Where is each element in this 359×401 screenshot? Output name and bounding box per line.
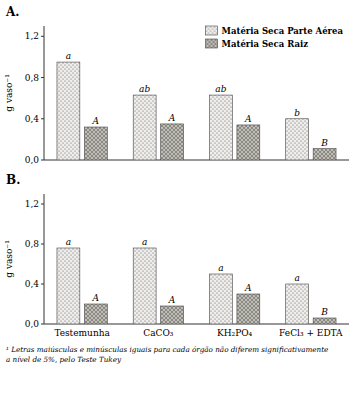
figure: A. g vaso⁻¹ 0,0 0,4 0,8 1,2 a ab ab b A A A B Matéria … <box>0 0 359 401</box>
y-tick <box>41 284 44 285</box>
y-tick-label: 0,8 <box>25 239 40 249</box>
y-axis-label: g vaso⁻¹ <box>4 74 14 111</box>
bar-annotation: A <box>92 293 100 303</box>
x-tick-label: KH₂PO₄ <box>217 328 253 338</box>
y-tick <box>41 324 44 325</box>
bar <box>313 318 336 324</box>
bar-annotation: ab <box>139 84 150 94</box>
bar <box>133 248 156 324</box>
bar-annotation: A <box>168 295 176 305</box>
bar <box>313 149 336 160</box>
y-tick <box>41 244 44 245</box>
bars <box>57 248 336 324</box>
bar-annotation: a <box>66 237 71 247</box>
y-axis-label: g vaso⁻¹ <box>4 240 14 277</box>
bar <box>57 248 80 324</box>
y-axis-line <box>44 194 45 324</box>
bar-annotation: b <box>294 108 300 118</box>
y-axis-line <box>44 26 45 160</box>
bar-annotation: ab <box>215 84 226 94</box>
legend-label: Matéria Seca Parte Aérea <box>222 26 344 36</box>
legend-label: Matéria Seca Raiz <box>222 39 309 49</box>
bar <box>57 62 80 160</box>
y-tick-label: 0,8 <box>25 73 40 83</box>
bar-annotation: A <box>92 116 100 126</box>
bar <box>84 304 107 324</box>
y-tick-label: 1,2 <box>25 199 39 209</box>
y-tick-label: 1,2 <box>25 31 39 41</box>
panel: A. g vaso⁻¹ 0,0 0,4 0,8 1,2 a ab ab b A A A B Matéria … <box>4 5 349 165</box>
bar <box>237 125 260 160</box>
y-tick <box>41 160 44 161</box>
legend-background <box>202 22 347 52</box>
bar <box>209 274 232 324</box>
footnote: ¹ Letras maiúsculas e minúsculas iguais … <box>6 345 328 364</box>
bar-annotation: A <box>244 114 252 124</box>
legend-swatch <box>206 26 218 35</box>
bar-annotations: a ab ab b A A A B <box>66 51 329 148</box>
y-tick <box>41 36 44 37</box>
bar-annotation: A <box>244 283 252 293</box>
y-tick-label: 0,0 <box>25 319 40 329</box>
y-tick <box>41 77 44 78</box>
bar <box>286 284 309 324</box>
bar-annotation: a <box>294 273 299 283</box>
bar <box>84 127 107 160</box>
bar <box>237 294 260 324</box>
bar <box>209 95 232 160</box>
x-tick-label: Testemunha <box>54 328 110 338</box>
y-tick <box>41 118 44 119</box>
y-tick <box>41 204 44 205</box>
x-tick-label: FeCl₃ + EDTA <box>279 328 343 338</box>
y-tick-label: 0,0 <box>25 155 40 165</box>
bar <box>133 95 156 160</box>
y-tick-label: 0,4 <box>25 114 40 124</box>
legend: Matéria Seca Parte Aérea Matéria Seca Rai… <box>202 22 347 52</box>
legend-swatch <box>206 39 218 48</box>
bar-annotation: B <box>320 138 328 148</box>
bar <box>161 306 184 324</box>
panel-title: A. <box>5 5 20 19</box>
bar <box>286 119 309 160</box>
bar-annotation: a <box>142 237 147 247</box>
bar-annotation: a <box>66 51 71 61</box>
bars <box>57 62 336 160</box>
bar-annotation: A <box>168 113 176 123</box>
bar-annotation: a <box>218 263 223 273</box>
y-tick-label: 0,4 <box>25 279 40 289</box>
bar-annotation: B <box>320 307 328 317</box>
panel-title: B. <box>6 173 20 187</box>
bar <box>161 124 184 160</box>
x-tick-label: CaCO₃ <box>143 328 174 338</box>
panel: B. g vaso⁻¹ 0,0 0,4 0,8 1,2 Testemunha CaCO₃ KH₂… <box>4 173 349 338</box>
bar-annotations: a a a a A A A B <box>66 237 329 317</box>
